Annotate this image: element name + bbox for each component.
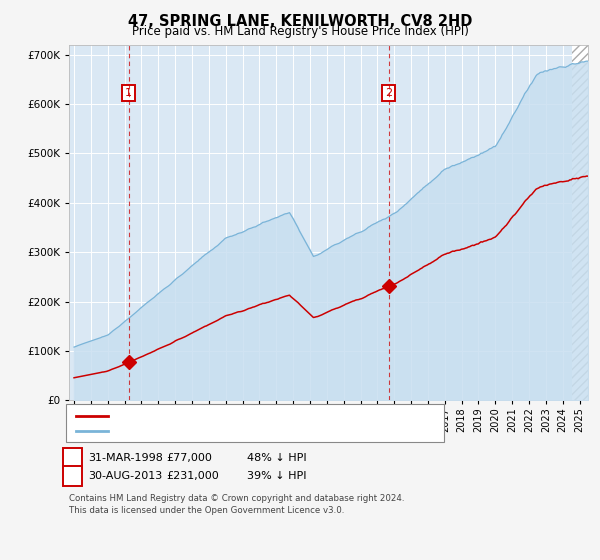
Text: Price paid vs. HM Land Registry's House Price Index (HPI): Price paid vs. HM Land Registry's House … [131,25,469,38]
Text: 47, SPRING LANE, KENILWORTH, CV8 2HD: 47, SPRING LANE, KENILWORTH, CV8 2HD [128,14,472,29]
Text: £77,000: £77,000 [166,453,212,463]
Text: 39% ↓ HPI: 39% ↓ HPI [247,471,307,481]
Text: This data is licensed under the Open Government Licence v3.0.: This data is licensed under the Open Gov… [69,506,344,515]
Text: Contains HM Land Registry data © Crown copyright and database right 2024.: Contains HM Land Registry data © Crown c… [69,494,404,503]
Bar [572,45,588,400]
Text: 2: 2 [385,88,392,98]
Text: 47, SPRING LANE, KENILWORTH, CV8 2HD (detached house): 47, SPRING LANE, KENILWORTH, CV8 2HD (de… [115,411,427,421]
Text: 48% ↓ HPI: 48% ↓ HPI [247,453,307,463]
Text: 1: 1 [69,453,76,463]
Text: 30-AUG-2013: 30-AUG-2013 [88,471,163,481]
Text: 31-MAR-1998: 31-MAR-1998 [88,453,163,463]
Text: 1: 1 [125,88,133,98]
Text: 2: 2 [69,471,76,481]
Text: HPI: Average price, detached house, Warwick: HPI: Average price, detached house, Warw… [115,426,352,436]
Text: £231,000: £231,000 [166,471,219,481]
